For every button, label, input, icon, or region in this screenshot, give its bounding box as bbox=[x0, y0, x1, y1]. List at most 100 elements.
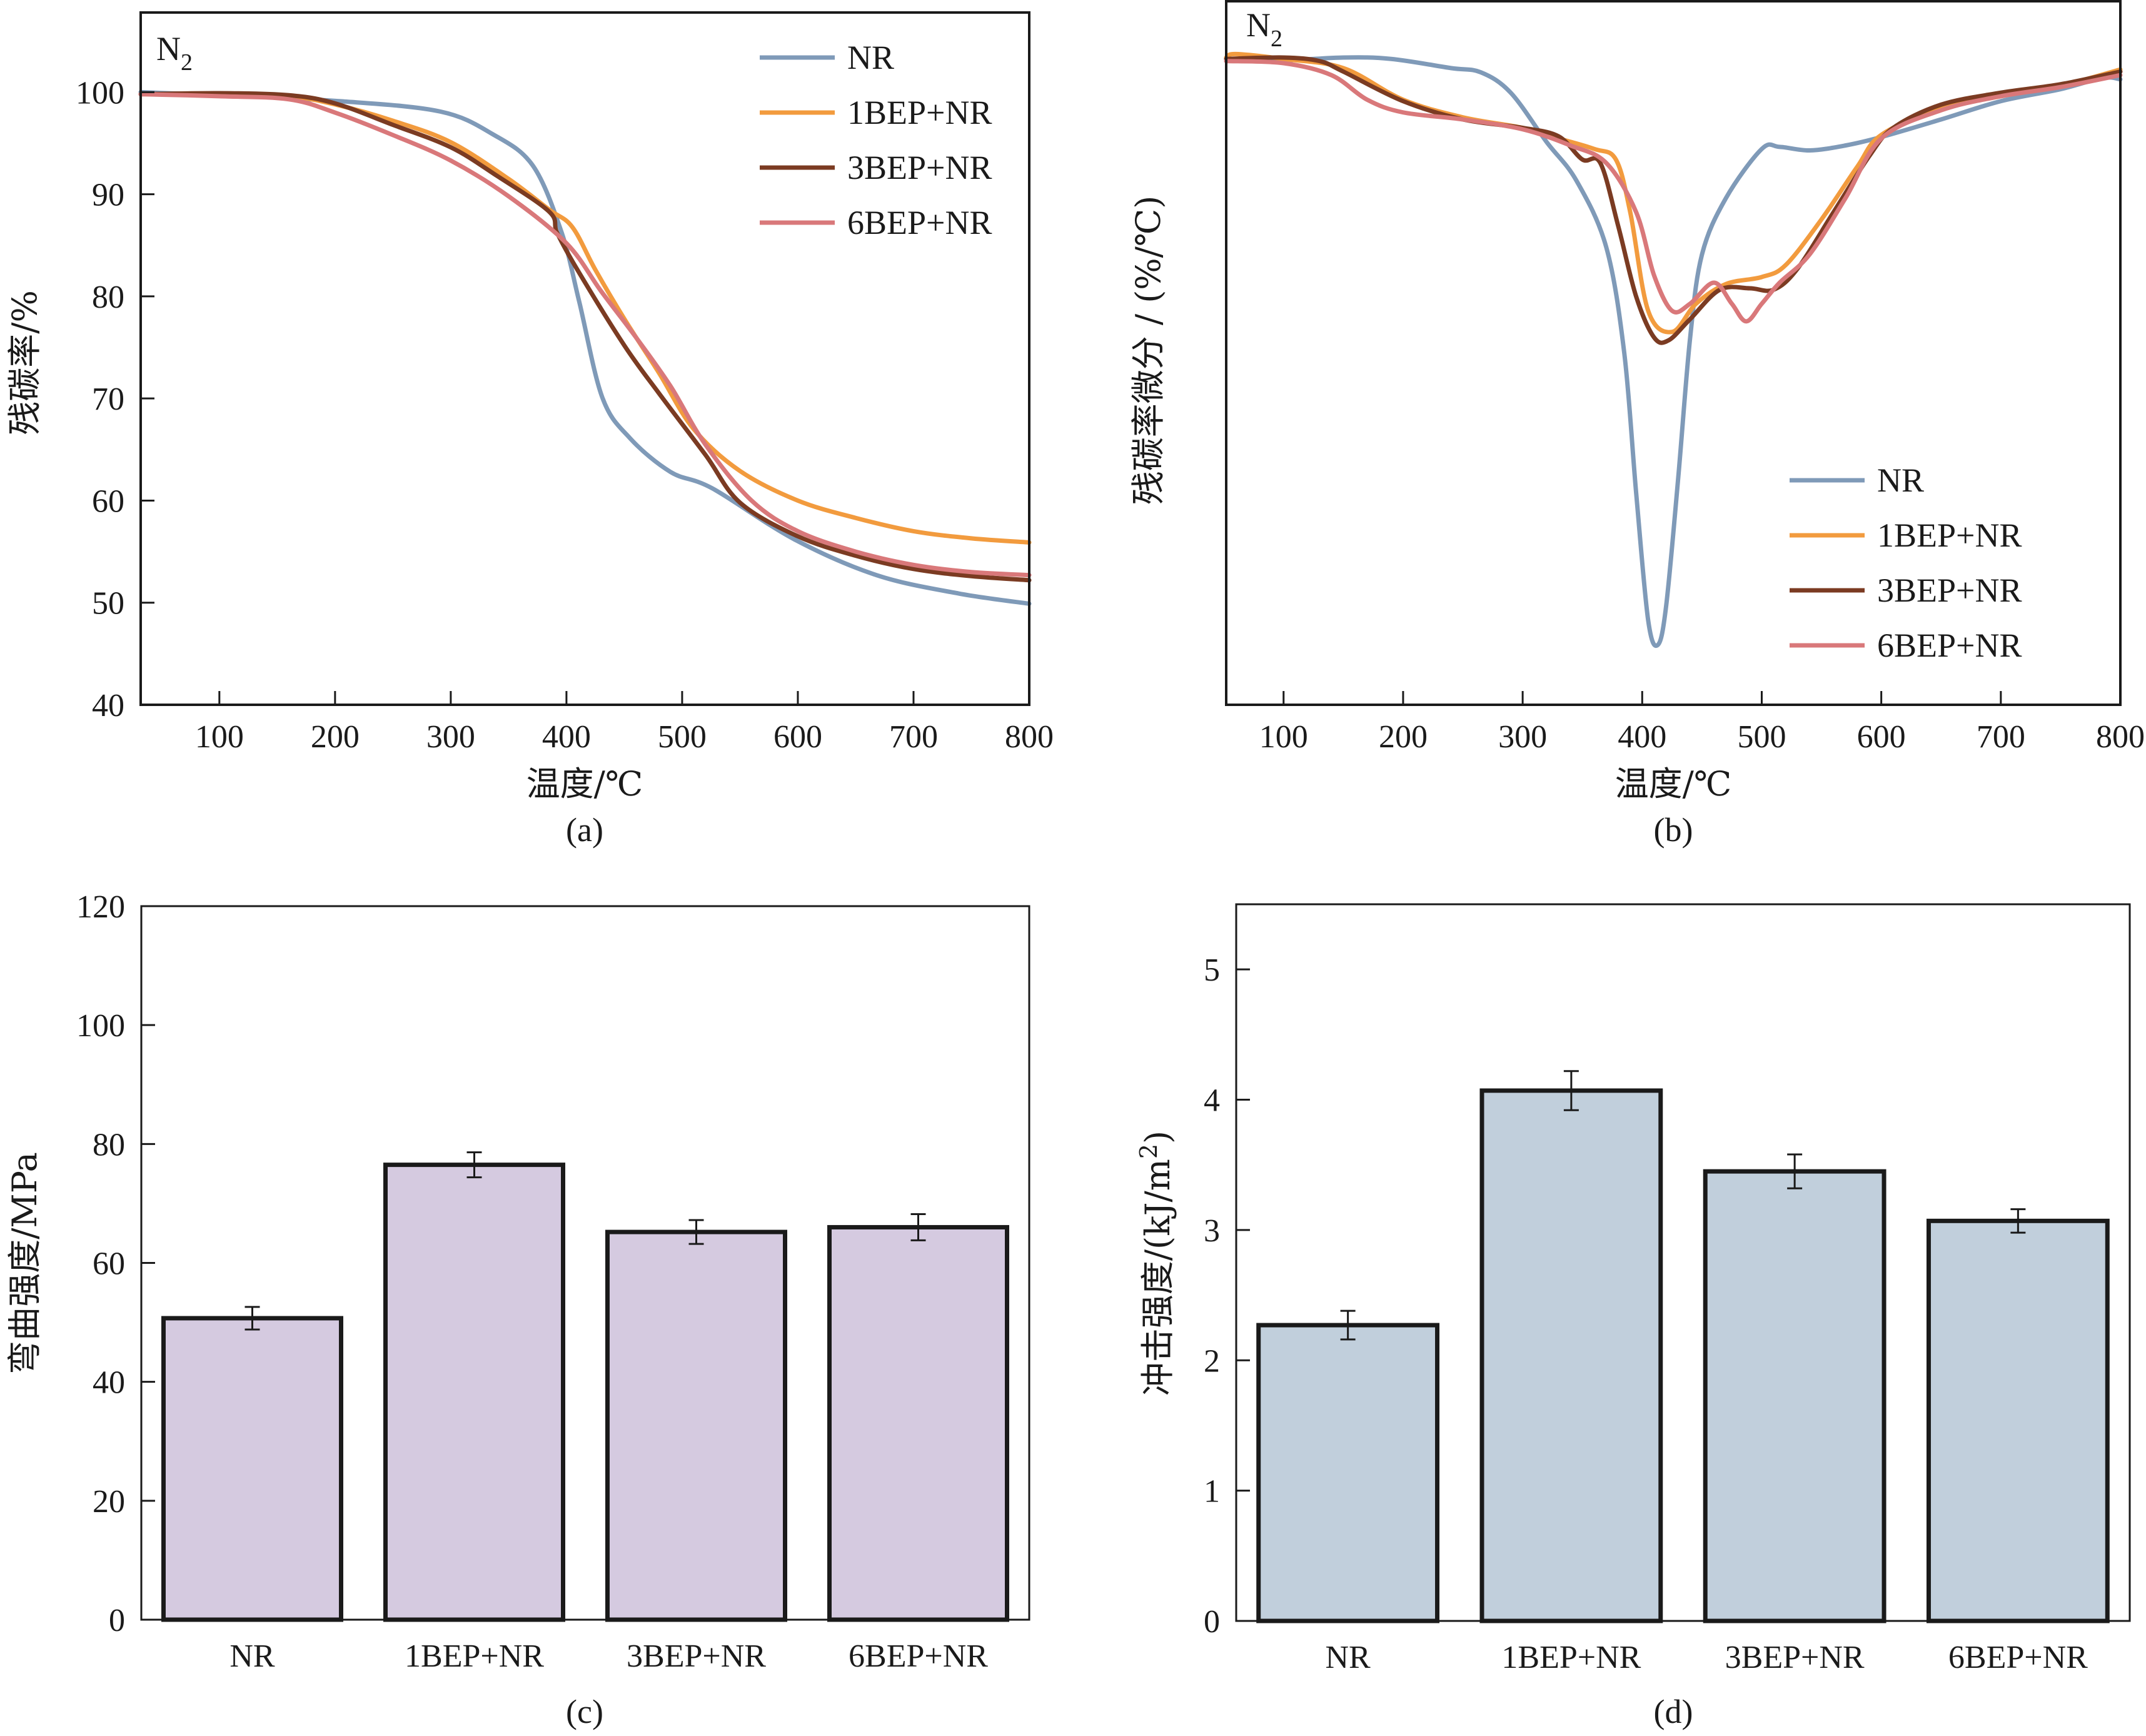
panel-d-impact-strength-chart: 0 1 2 3 4 5 NR 1BEP+NR 3BEP+NR 6BEP+NR 冲击强度/(kJ/… bbox=[1135, 903, 2131, 1730]
x-tick-label: 200 bbox=[311, 719, 360, 755]
y-tick-label: 40 bbox=[92, 688, 124, 724]
panel-a-tga-chart: 100 200 300 400 500 600 700 800 40 50 60 70 80 90 100… bbox=[5, 11, 1054, 849]
category-label: 6BEP+NR bbox=[849, 1638, 988, 1674]
legend-label: NR bbox=[847, 39, 894, 76]
panel-a-curves bbox=[138, 89, 1032, 606]
error-bar bbox=[1787, 1153, 1803, 1189]
legend-label: 1BEP+NR bbox=[847, 94, 992, 131]
panel-b-caption: (b) bbox=[1654, 811, 1693, 849]
x-tick-label: 500 bbox=[658, 719, 707, 755]
error-bar bbox=[910, 1213, 926, 1241]
x-tick-label: 600 bbox=[773, 719, 822, 755]
category-label: NR bbox=[229, 1638, 275, 1674]
panel-c-y-axis-title: 弯曲强度/MPa bbox=[5, 1152, 44, 1375]
x-tick-label: 700 bbox=[889, 719, 938, 755]
category-label: NR bbox=[1326, 1640, 1371, 1675]
y-tick-label: 1 bbox=[1204, 1474, 1220, 1510]
legend-item: 3BEP+NR bbox=[1790, 572, 2022, 609]
x-tick-label: 400 bbox=[1618, 719, 1666, 755]
panel-c-bars bbox=[161, 1151, 1009, 1622]
panel-a-y-ticks: 40 50 60 70 80 90 100 bbox=[76, 75, 154, 724]
legend-item: 1BEP+NR bbox=[760, 94, 992, 131]
panel-d-bar-nr bbox=[1256, 1323, 1440, 1623]
legend-label: 3BEP+NR bbox=[1877, 572, 2022, 609]
panel-a-series-nr bbox=[138, 89, 1032, 606]
panel-d-bar-3bep-nr bbox=[1703, 1169, 1887, 1623]
error-bar bbox=[2010, 1208, 2026, 1234]
legend-item: 6BEP+NR bbox=[1790, 627, 2022, 664]
category-label: 1BEP+NR bbox=[1501, 1640, 1641, 1675]
x-tick-label: 100 bbox=[1259, 719, 1308, 755]
x-tick-label: 200 bbox=[1379, 719, 1428, 755]
y-tick-label: 5 bbox=[1204, 952, 1220, 988]
panel-d-bar-1bep-nr bbox=[1479, 1088, 1663, 1623]
y-tick-label: 60 bbox=[93, 1246, 125, 1282]
legend-item: NR bbox=[1790, 462, 1924, 499]
legend-item: NR bbox=[760, 39, 894, 76]
y-tick-label: 2 bbox=[1204, 1343, 1220, 1379]
x-tick-label: 300 bbox=[1498, 719, 1547, 755]
panel-c-category-labels: NR 1BEP+NR 3BEP+NR 6BEP+NR bbox=[229, 1638, 988, 1674]
panel-a-legend: NR 1BEP+NR 3BEP+NR 6BEP+NR bbox=[760, 39, 992, 241]
legend-item: 6BEP+NR bbox=[760, 204, 992, 241]
panel-b-x-ticks: 100 200 300 400 500 600 700 800 bbox=[1259, 691, 2145, 755]
y-tick-label: 60 bbox=[92, 483, 124, 519]
y-tick-label: 70 bbox=[92, 381, 124, 417]
x-tick-label: 400 bbox=[542, 719, 591, 755]
panel-b-plot-frame bbox=[1225, 0, 2122, 706]
error-bar bbox=[1340, 1310, 1356, 1341]
error-bar bbox=[1563, 1070, 1579, 1111]
y-tick-label: 40 bbox=[93, 1365, 125, 1401]
legend-item: 3BEP+NR bbox=[760, 149, 992, 186]
legend-label: 6BEP+NR bbox=[847, 204, 992, 241]
legend-label: NR bbox=[1877, 462, 1924, 499]
panel-d-y-axis-title: 冲击强度/(kJ/m2) bbox=[1135, 1131, 1177, 1396]
panel-c-bar-6bep-nr bbox=[827, 1224, 1009, 1622]
y-tick-label: 120 bbox=[76, 889, 125, 925]
category-label: 3BEP+NR bbox=[627, 1638, 766, 1674]
y-tick-label: 100 bbox=[76, 1008, 125, 1044]
x-tick-label: 300 bbox=[426, 719, 475, 755]
x-tick-label: 100 bbox=[195, 719, 244, 755]
x-tick-label: 700 bbox=[1977, 719, 2025, 755]
panel-a-x-ticks: 100 200 300 400 500 600 700 800 bbox=[195, 691, 1054, 755]
x-tick-label: 500 bbox=[1737, 719, 1786, 755]
legend-label: 6BEP+NR bbox=[1877, 627, 2022, 664]
category-label: 1BEP+NR bbox=[405, 1638, 544, 1674]
y-tick-label: 50 bbox=[92, 586, 124, 622]
panel-a-atmosphere-label: N2 bbox=[156, 30, 193, 76]
panel-b-series-nr bbox=[1224, 55, 2123, 648]
panel-c-bar-1bep-nr bbox=[383, 1163, 565, 1622]
panel-c-bar-3bep-nr bbox=[605, 1229, 787, 1622]
panel-b-dtg-chart: 100 200 300 400 500 600 700 800 N2 NR 1BEP+NR 3BE… bbox=[1129, 0, 2145, 849]
panel-b-legend: NR 1BEP+NR 3BEP+NR 6BEP+NR bbox=[1790, 462, 2022, 664]
panel-b-curves bbox=[1224, 51, 2123, 648]
y-tick-label: 90 bbox=[92, 178, 124, 213]
panel-d-category-labels: NR 1BEP+NR 3BEP+NR 6BEP+NR bbox=[1326, 1640, 2088, 1675]
y-tick-label: 0 bbox=[1204, 1604, 1220, 1640]
legend-label: 3BEP+NR bbox=[847, 149, 992, 186]
legend-item: 1BEP+NR bbox=[1790, 517, 2022, 554]
panel-c-caption: (c) bbox=[566, 1693, 603, 1730]
panel-d-plot-frame bbox=[1235, 903, 2131, 1622]
panel-b-series-6bep-nr bbox=[1224, 59, 2123, 324]
panel-c-y-ticks: 0 20 40 60 80 100 120 bbox=[76, 889, 155, 1638]
panel-a-series-6bep-nr bbox=[138, 92, 1032, 578]
category-label: 3BEP+NR bbox=[1725, 1640, 1865, 1675]
panel-a-plot-frame bbox=[139, 11, 1030, 706]
panel-a-caption: (a) bbox=[566, 811, 603, 849]
y-tick-label: 100 bbox=[76, 75, 124, 111]
panel-d-caption: (d) bbox=[1654, 1693, 1693, 1730]
error-bar bbox=[244, 1306, 260, 1331]
y-tick-label: 0 bbox=[109, 1603, 125, 1638]
panel-c-bar-nr bbox=[161, 1316, 343, 1622]
x-tick-label: 800 bbox=[2096, 719, 2145, 755]
panel-d-y-ticks: 0 1 2 3 4 5 bbox=[1204, 952, 1250, 1640]
x-tick-label: 800 bbox=[1005, 719, 1054, 755]
legend-label: 1BEP+NR bbox=[1877, 517, 2022, 554]
error-bar bbox=[466, 1151, 482, 1179]
panel-a-x-axis-title: 温度/℃ bbox=[526, 764, 643, 804]
panel-b-y-axis-title: 残碳率微分 / (%/℃) bbox=[1129, 196, 1168, 505]
y-tick-label: 80 bbox=[92, 280, 124, 315]
